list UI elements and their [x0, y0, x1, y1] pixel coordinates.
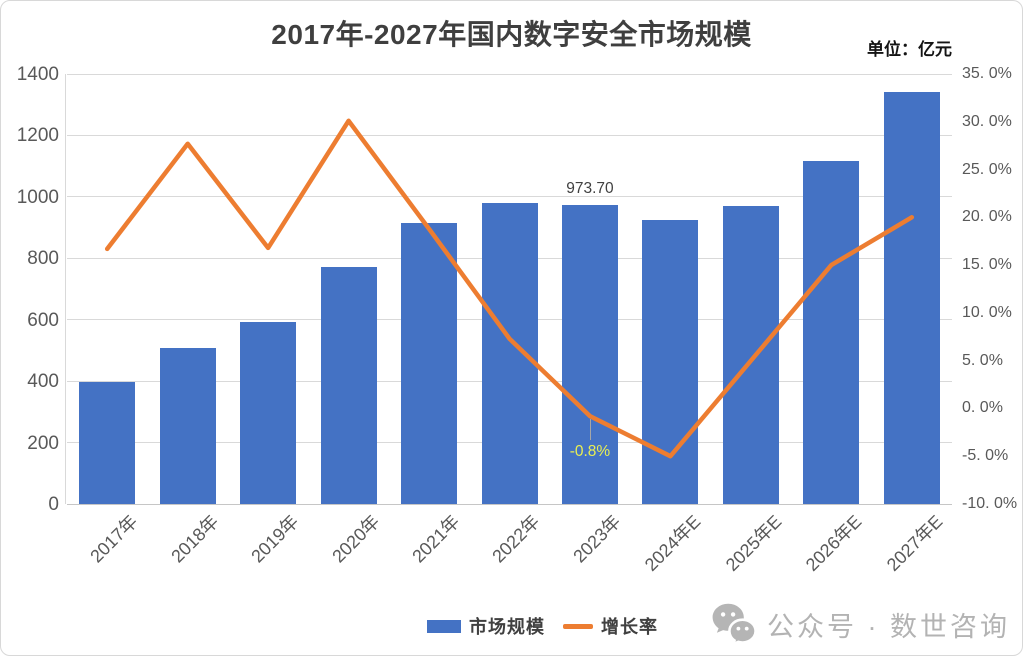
annotation-leader-line — [590, 419, 591, 441]
x-axis-label: 2026年E — [802, 511, 866, 575]
y-axis-tick-right: 35. 0% — [962, 65, 1012, 82]
y-axis-tick-left: 1400 — [16, 64, 59, 85]
x-axis-label: 2022年 — [488, 511, 544, 567]
bar-2026年E — [803, 160, 860, 504]
y-axis-tick-left: 0 — [48, 494, 59, 515]
y-axis-tick-right: 5. 0% — [962, 351, 1003, 369]
legend: 市场规模 增长率 — [32, 613, 1022, 639]
gridline — [67, 73, 952, 75]
bar-2027年E — [883, 92, 940, 504]
y-axis-tick-left: 1200 — [16, 125, 59, 147]
y-axis-tick-left: 400 — [27, 371, 59, 393]
y-axis-tick-left: 200 — [27, 432, 59, 454]
bar-2024年E — [642, 219, 699, 504]
x-axis-label: 2027年E — [882, 511, 947, 575]
x-axis-label: 2021年 — [408, 511, 464, 567]
unit-label: 单位：亿元 — [867, 40, 952, 59]
x-axis-label: 2018年 — [166, 511, 223, 567]
y-axis-tick-right: 20. 0% — [962, 208, 1012, 226]
bar-2019年 — [240, 322, 297, 504]
x-axis-label: 2017年 — [86, 511, 142, 567]
wechat-icon — [712, 603, 757, 647]
legend-label-market-size: 市场规模 — [469, 617, 545, 637]
bar-2018年 — [159, 348, 216, 504]
watermark-text: 公众号 · 数世咨询 — [767, 611, 1010, 642]
legend-label-growth-rate: 增长率 — [601, 617, 658, 637]
x-axis-label: 2024年E — [641, 511, 705, 575]
bar-2021年 — [401, 222, 458, 504]
y-axis-tick-right: 10. 0% — [962, 303, 1012, 321]
x-axis-label: 2019年 — [247, 511, 303, 567]
watermark: 公众号 · 数世咨询 — [707, 600, 1010, 648]
legend-marker-growth-rate — [563, 623, 593, 629]
bar-2020年 — [320, 267, 377, 504]
bar-2017年 — [79, 382, 136, 504]
x-axis-label: 2025年E — [721, 511, 786, 575]
gridline — [67, 134, 952, 136]
y-axis-tick-right: 15. 0% — [962, 256, 1012, 274]
x-axis-label: 2020年 — [327, 511, 384, 567]
y-axis-tick-right: -10. 0% — [962, 495, 1018, 512]
y-axis-tick-right: 0. 0% — [962, 399, 1003, 417]
chart-title: 2017年-2027年国内数字安全市场规模 — [271, 19, 752, 50]
y-axis-tick-left: 1000 — [16, 186, 59, 208]
y-axis-tick-right: 25. 0% — [962, 160, 1012, 178]
bar-value-label: 973.70 — [566, 179, 614, 197]
y-axis-tick-left: 600 — [27, 309, 59, 331]
bar-2025年E — [722, 205, 779, 504]
x-axis-label: 2023年 — [569, 511, 625, 567]
y-axis-tick-left: 800 — [27, 248, 59, 270]
legend-marker-market-size — [427, 619, 461, 633]
y-axis-tick-right: -5. 0% — [962, 447, 1009, 465]
growth-value-label: -0.8% — [569, 443, 611, 461]
y-axis-tick-right: 30. 0% — [962, 112, 1012, 130]
y-axis-line — [65, 74, 66, 504]
gridline — [67, 503, 952, 505]
